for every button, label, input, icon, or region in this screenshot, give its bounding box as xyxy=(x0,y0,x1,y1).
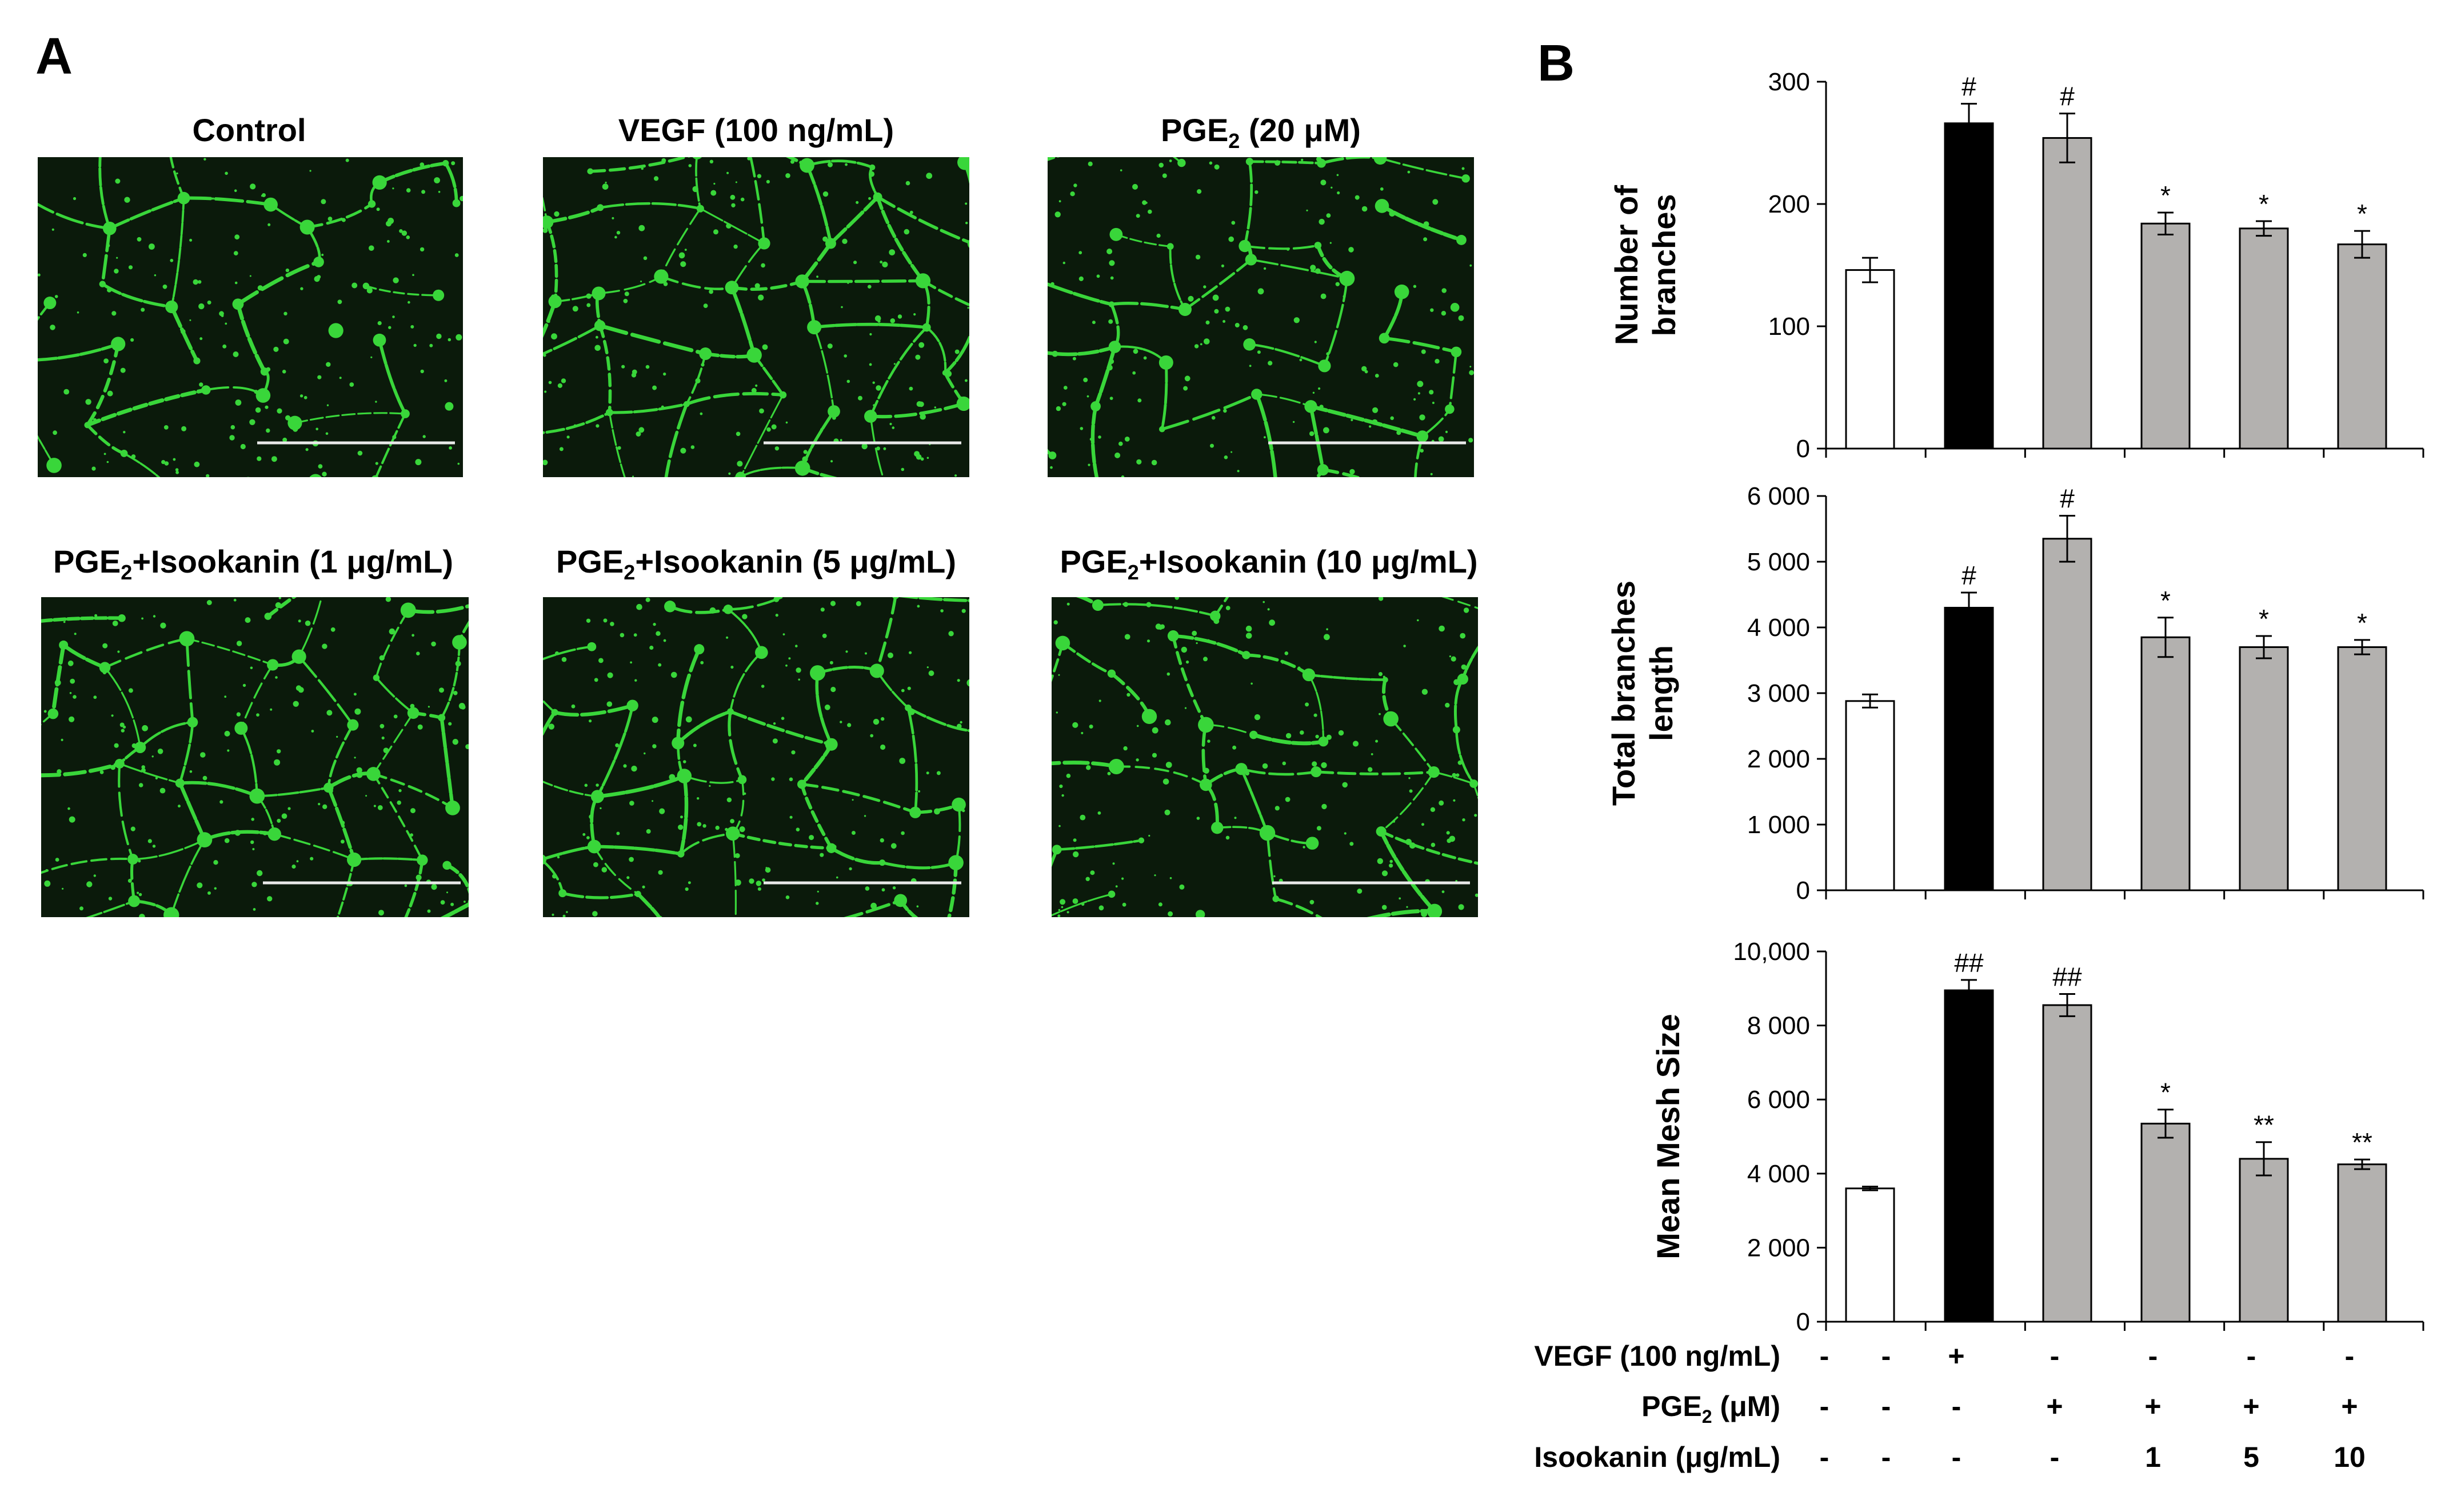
treatment-cell: - xyxy=(1952,1390,1961,1422)
bar xyxy=(2337,646,2387,891)
y-tick-label: 1 000 xyxy=(1747,811,1810,839)
micrograph-vegf xyxy=(543,157,969,477)
micrograph-pge2-isookanin-5 xyxy=(543,597,969,917)
y-tick-label: 2 000 xyxy=(1747,1234,1810,1262)
bar xyxy=(2239,227,2289,450)
significance-mark: * xyxy=(2357,199,2367,229)
bar xyxy=(1944,122,1994,450)
bar xyxy=(2140,636,2191,891)
treatment-cell: - xyxy=(1881,1390,1891,1422)
significance-mark: # xyxy=(1961,561,1976,590)
y-tick-label: 3 000 xyxy=(1747,679,1810,707)
bar xyxy=(2239,646,2289,891)
significance-mark: * xyxy=(2160,1078,2171,1107)
treatment-cell: - xyxy=(1820,1441,1829,1473)
panel-label-b: B xyxy=(1537,35,1575,92)
y-tick-label: 0 xyxy=(1796,877,1810,905)
tube-network-image xyxy=(543,157,969,477)
bar xyxy=(1944,989,1994,1323)
tube-network-image xyxy=(543,597,969,917)
y-tick-label: 0 xyxy=(1796,435,1810,463)
treatment-row-label: Isookanin (μg/mL) xyxy=(1534,1441,1780,1473)
bar xyxy=(2239,1158,2289,1323)
treatment-cell: + xyxy=(2243,1390,2259,1422)
tube-network-image xyxy=(41,597,469,917)
significance-mark: * xyxy=(2357,608,2367,638)
bar xyxy=(2140,222,2191,450)
treatment-row-label: VEGF (100 ng/mL) xyxy=(1534,1340,1780,1372)
treatment-cell: - xyxy=(1820,1390,1829,1422)
micrograph-control xyxy=(38,157,463,477)
treatment-cell: 10 xyxy=(2334,1441,2366,1473)
tube-network-image xyxy=(38,157,463,477)
bar xyxy=(1845,700,1895,891)
y-tick-label: 5 000 xyxy=(1747,548,1810,576)
bar xyxy=(1845,1187,1895,1323)
bar xyxy=(2337,243,2387,450)
treatment-cell: - xyxy=(2148,1340,2158,1372)
treatment-cell: + xyxy=(2046,1390,2063,1422)
treatment-cell: 1 xyxy=(2145,1441,2161,1473)
significance-mark: # xyxy=(2060,82,2075,111)
significance-mark: * xyxy=(2259,604,2269,634)
treatment-cell: + xyxy=(1948,1340,1964,1372)
treatment-cell: - xyxy=(2247,1340,2256,1372)
micrograph-title-pge2-isookanin-1: PGE2+Isookanin (1 μg/mL) xyxy=(53,543,453,585)
tube-network-image xyxy=(1048,157,1474,477)
micrograph-title-pge2-isookanin-5: PGE2+Isookanin (5 μg/mL) xyxy=(556,543,956,585)
micrograph-title-pge2-isookanin-10: PGE2+Isookanin (10 μg/mL) xyxy=(1060,543,1478,585)
treatment-cell: - xyxy=(2050,1340,2060,1372)
y-tick-label: 2 000 xyxy=(1747,745,1810,773)
micrograph-title-control: Control xyxy=(192,112,306,148)
bar xyxy=(2042,1004,2092,1323)
bar xyxy=(2042,137,2092,450)
significance-mark: ## xyxy=(2052,962,2082,992)
bar xyxy=(2140,1122,2191,1323)
bar xyxy=(2337,1163,2387,1323)
significance-mark: * xyxy=(2160,181,2171,210)
significance-mark: * xyxy=(2259,189,2269,219)
y-tick-label: 200 xyxy=(1768,190,1810,218)
treatment-row-label: PGE2 (μM) xyxy=(1641,1390,1780,1427)
significance-mark: ** xyxy=(2254,1110,2274,1140)
treatment-cell: 5 xyxy=(2243,1441,2259,1473)
y-tick-label: 0 xyxy=(1796,1308,1810,1336)
micrograph-pge2-isookanin-10 xyxy=(1052,597,1478,917)
bar xyxy=(1944,607,1994,891)
treatment-cell: - xyxy=(2050,1441,2060,1473)
tube-network-image xyxy=(1052,597,1478,917)
y-axis-label: Total brancheslength xyxy=(1605,581,1679,806)
significance-mark: ** xyxy=(2352,1127,2372,1157)
y-tick-label: 4 000 xyxy=(1747,614,1810,642)
y-axis-label: Mean Mesh Size xyxy=(1650,1014,1686,1259)
y-axis-label: Number ofbranches xyxy=(1608,185,1682,345)
micrograph-title-pge2: PGE2 (20 μM) xyxy=(1161,112,1361,153)
bar xyxy=(2042,538,2092,891)
treatment-cell: - xyxy=(1881,1441,1891,1473)
significance-mark: * xyxy=(2160,586,2171,615)
micrograph-pge2 xyxy=(1048,157,1474,477)
micrograph-pge2-isookanin-1 xyxy=(41,597,469,917)
y-tick-label: 10,000 xyxy=(1733,938,1810,966)
treatment-cell: + xyxy=(2144,1390,2161,1422)
y-tick-label: 4 000 xyxy=(1747,1160,1810,1188)
y-tick-label: 6 000 xyxy=(1747,482,1810,510)
micrograph-title-vegf: VEGF (100 ng/mL) xyxy=(618,112,894,148)
y-tick-label: 300 xyxy=(1768,68,1810,96)
panel-label-a: A xyxy=(35,28,73,85)
y-tick-label: 8 000 xyxy=(1747,1012,1810,1040)
significance-mark: # xyxy=(1961,72,1976,102)
treatment-cell: - xyxy=(1820,1340,1829,1372)
significance-mark: # xyxy=(2060,484,2075,514)
treatment-cell: - xyxy=(1881,1340,1891,1372)
y-tick-label: 100 xyxy=(1768,313,1810,341)
treatment-cell: + xyxy=(2341,1390,2358,1422)
significance-mark: ## xyxy=(1954,948,1984,978)
y-tick-label: 6 000 xyxy=(1747,1086,1810,1114)
treatment-cell: - xyxy=(2345,1340,2355,1372)
treatment-cell: - xyxy=(1952,1441,1961,1473)
bar xyxy=(1845,269,1895,450)
